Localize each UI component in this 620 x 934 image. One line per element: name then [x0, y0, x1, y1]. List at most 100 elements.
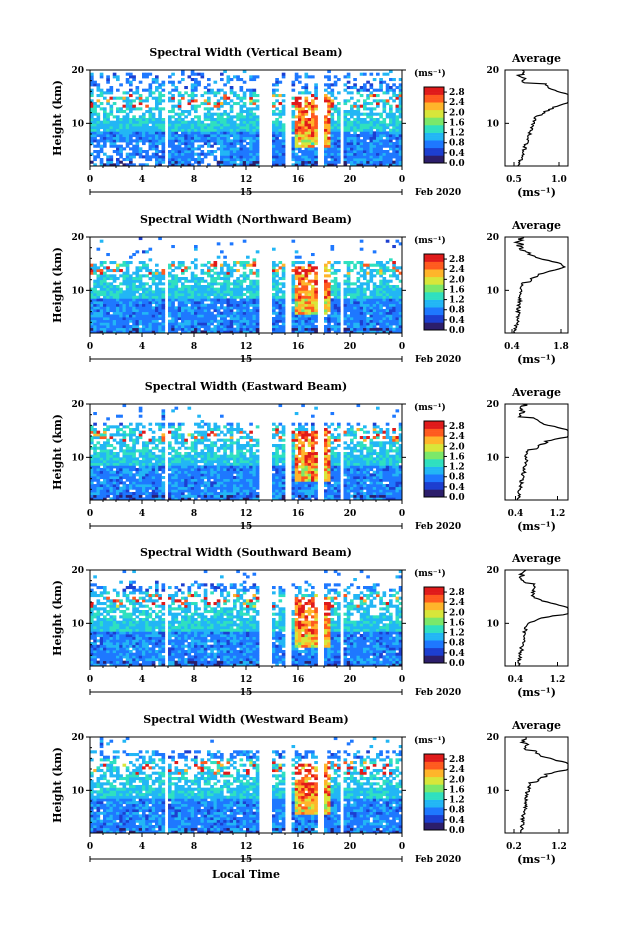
heatmap-cell: [119, 447, 123, 450]
heatmap-cell: [191, 89, 195, 92]
heatmap-cell: [129, 457, 133, 460]
heatmap-cell: [243, 91, 247, 94]
heatmap-cell: [272, 153, 276, 156]
heatmap-cell: [389, 280, 393, 283]
heatmap-cell: [110, 309, 114, 312]
heatmap-cell: [217, 312, 221, 315]
heatmap-cell: [223, 161, 227, 164]
heatmap-cell: [103, 110, 107, 113]
heatmap-cell: [246, 115, 250, 118]
heatmap-cell: [347, 113, 351, 116]
heatmap-cell: [275, 89, 279, 92]
heatmap-cell: [103, 142, 107, 145]
heatmap-cell: [142, 118, 146, 121]
heatmap-cell: [116, 455, 120, 458]
heatmap-cell: [347, 269, 351, 272]
heatmap-cell: [93, 145, 97, 148]
heatmap-cell: [97, 83, 101, 86]
heatmap-cell: [171, 479, 175, 482]
heatmap-cell: [158, 457, 162, 460]
heatmap-cell: [282, 150, 286, 153]
heatmap-cell: [305, 147, 309, 150]
heatmap-cell: [392, 115, 396, 118]
heatmap-cell: [100, 280, 104, 283]
colorbar-tick-label: 1.6: [449, 118, 465, 128]
heatmap-cell: [152, 441, 156, 444]
heatmap-cell: [223, 145, 227, 148]
heatmap-cell: [344, 118, 348, 121]
heatmap-cell: [175, 293, 179, 296]
heatmap-cell: [256, 250, 260, 253]
heatmap-cell: [240, 280, 244, 283]
heatmap-cell: [227, 126, 231, 129]
heatmap-cell: [282, 314, 286, 317]
heatmap-cell: [282, 73, 286, 76]
heatmap-cell: [366, 142, 370, 145]
heatmap-cell: [152, 306, 156, 309]
heatmap-cell: [113, 277, 117, 280]
heatmap-cell: [327, 306, 331, 309]
heatmap-cell: [149, 293, 153, 296]
heatmap-cell: [93, 449, 97, 452]
heatmap-cell: [194, 320, 198, 323]
heatmap-cell: [139, 415, 143, 418]
heatmap-cell: [314, 301, 318, 304]
heatmap-cell: [188, 484, 192, 487]
heatmap-cell: [370, 280, 374, 283]
heatmap-cell: [389, 285, 393, 288]
heatmap-cell: [119, 153, 123, 156]
heatmap-cell: [373, 137, 377, 140]
heatmap-cell: [207, 97, 211, 100]
heatmap-cell: [295, 161, 299, 164]
heatmap-cell: [275, 328, 279, 331]
heatmap-cell: [145, 441, 149, 444]
heatmap-cell: [246, 312, 250, 315]
heatmap-cell: [308, 301, 312, 304]
heatmap-cell: [168, 153, 172, 156]
heatmap-cell: [152, 272, 156, 275]
heatmap-cell: [132, 147, 136, 150]
heatmap-cell: [295, 256, 299, 259]
beam-panel: Spectral Width (Northward Beam)2010Heigh…: [51, 213, 569, 366]
heatmap-cell: [145, 99, 149, 102]
heatmap-cell: [149, 86, 153, 89]
heatmap-cell: [188, 285, 192, 288]
heatmap-cell: [292, 126, 296, 129]
heatmap-cell: [249, 161, 253, 164]
heatmap-cell: [100, 328, 104, 331]
heatmap-cell: [194, 245, 198, 248]
heatmap-cell: [103, 126, 107, 129]
heatmap-cell: [386, 328, 390, 331]
colorbar-tick-label: 1.2: [449, 129, 465, 139]
heatmap-cell: [181, 473, 185, 476]
heatmap-cell: [188, 99, 192, 102]
heatmap-cell: [162, 137, 166, 140]
heatmap-cell: [93, 463, 97, 466]
heatmap-cell: [305, 110, 309, 113]
heatmap-cell: [292, 312, 296, 315]
heatmap-cell: [396, 296, 400, 299]
heatmap-cell: [162, 322, 166, 325]
heatmap-cell: [155, 123, 159, 126]
heatmap-cell: [97, 86, 101, 89]
heatmap-cell: [123, 463, 127, 466]
heatmap-cell: [357, 145, 361, 148]
heatmap-cell: [370, 277, 374, 280]
heatmap-cell: [175, 306, 179, 309]
heatmap-cell: [103, 444, 107, 447]
heatmap-cell: [301, 261, 305, 264]
heatmap-cell: [184, 158, 188, 161]
heatmap-cell: [129, 161, 133, 164]
heatmap-cell: [126, 142, 130, 145]
heatmap-cell: [373, 158, 377, 161]
heatmap-cell: [220, 266, 224, 269]
heatmap-cell: [126, 81, 130, 84]
heatmap-cell: [100, 102, 104, 105]
heatmap-cell: [249, 296, 253, 299]
heatmap-cell: [181, 484, 185, 487]
heatmap-cell: [214, 280, 218, 283]
heatmap-cell: [152, 489, 156, 492]
heatmap-cell: [214, 309, 218, 312]
heatmap-cell: [366, 115, 370, 118]
heatmap-cell: [301, 137, 305, 140]
